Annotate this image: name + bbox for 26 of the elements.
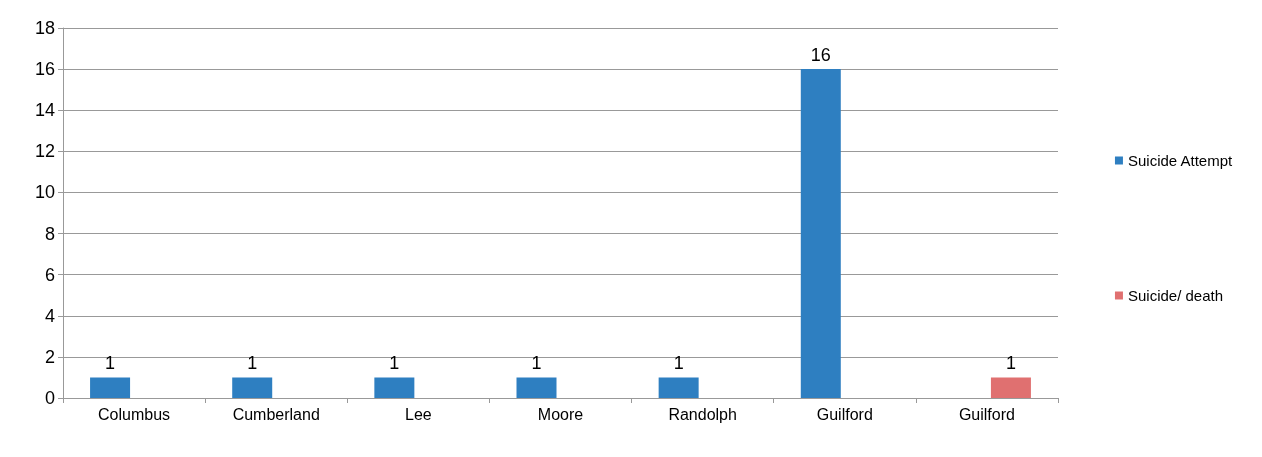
y-tick-label: 12 bbox=[34, 141, 55, 162]
data-label: 16 bbox=[810, 45, 831, 66]
y-tick-label: 14 bbox=[34, 100, 55, 121]
legend-label: Suicide Attempt bbox=[1127, 152, 1233, 169]
y-tick-label: 4 bbox=[44, 305, 55, 326]
y-tick-label: 18 bbox=[34, 18, 55, 38]
x-tick-label: Randolph bbox=[668, 405, 737, 423]
data-label: 1 bbox=[531, 353, 542, 374]
y-tick-label: 10 bbox=[34, 182, 55, 203]
x-tick-label: Cumberland bbox=[232, 405, 320, 423]
data-label: 1 bbox=[247, 353, 258, 374]
data-label: 1 bbox=[105, 353, 116, 374]
x-tick-label: Guilford bbox=[816, 405, 873, 423]
data-label: 1 bbox=[389, 353, 400, 374]
y-tick-label: 0 bbox=[44, 388, 55, 408]
y-tick-label: 8 bbox=[44, 223, 55, 244]
y-tick-label: 6 bbox=[44, 264, 55, 285]
x-tick-label: Columbus bbox=[98, 405, 171, 423]
data-label: 1 bbox=[673, 353, 684, 374]
data-label: 1 bbox=[1005, 353, 1016, 374]
x-tick-label: Guilford bbox=[958, 405, 1015, 423]
y-tick-label: 16 bbox=[34, 59, 55, 80]
y-tick-label: 2 bbox=[44, 346, 55, 367]
x-tick-label: Moore bbox=[537, 405, 584, 423]
x-tick-label: Lee bbox=[405, 405, 432, 423]
legend-label: Suicide/ death bbox=[1127, 287, 1224, 304]
